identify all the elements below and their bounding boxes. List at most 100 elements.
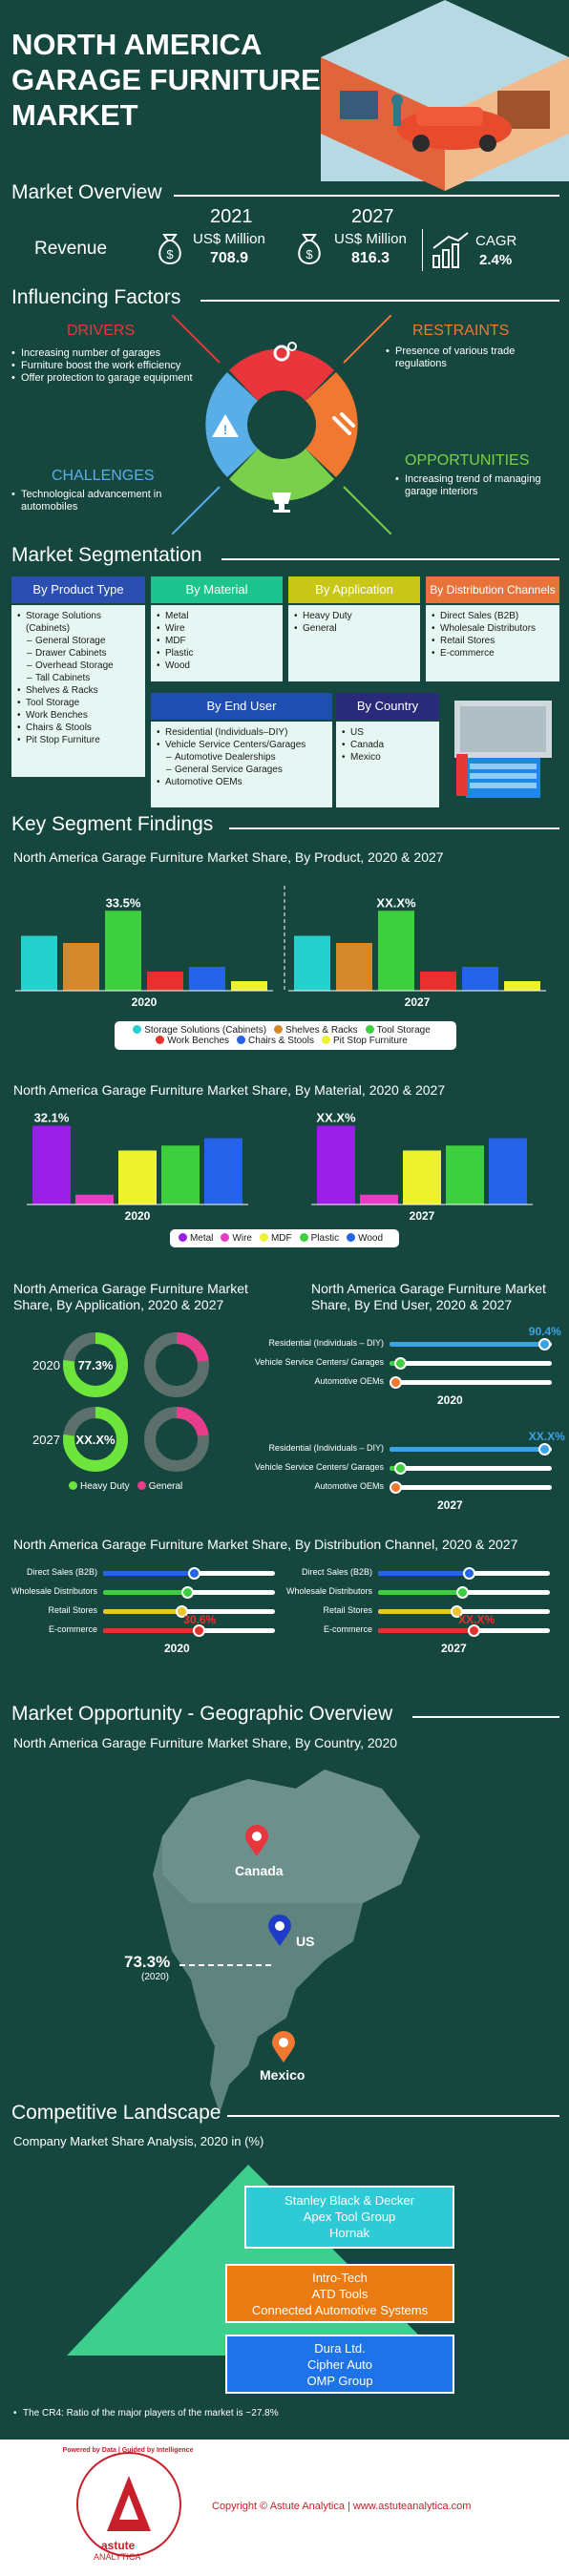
material-legend: Metal Wire MDF Plastic Wood [170, 1229, 399, 1247]
svg-text:$: $ [166, 247, 174, 262]
segment-item: Mexico [342, 751, 433, 764]
by-distribution-header: By Distribution Channels [426, 576, 559, 603]
money-bag-icon: $ [292, 229, 327, 267]
tool-cabinet-illustration [451, 697, 556, 802]
opportunities-list: Increasing trend of managing garage inte… [395, 473, 563, 498]
drivers-list: Increasing number of garages Furniture b… [11, 347, 193, 385]
legend-swatch [137, 1481, 146, 1490]
legend-item: General [137, 1481, 183, 1492]
slider-knob [463, 1567, 475, 1580]
product-chart-title: North America Garage Furniture Market Sh… [13, 849, 444, 865]
legend-item: MDF [260, 1233, 292, 1244]
mexico-label: Mexico [260, 2067, 305, 2083]
segment-item: Metal [157, 610, 277, 622]
legend-swatch [260, 1233, 268, 1242]
category-label: Wholesale Distributors [2, 1586, 97, 1596]
category-label: Retail Stores [2, 1605, 97, 1615]
value-2021: 708.9 [210, 250, 248, 267]
us-share-value: 73.3% [124, 1953, 170, 1972]
segment-item: Heavy Duty [294, 610, 414, 622]
legend-item: Storage Solutions (Cabinets) [133, 1025, 266, 1036]
data-label: XX.X% [75, 1433, 116, 1447]
segment-item: Wire [157, 622, 277, 635]
bar [161, 1145, 200, 1204]
legend-label: Work Benches [167, 1036, 229, 1046]
legend-label: Pit Stop Furniture [333, 1036, 408, 1046]
copyright[interactable]: Copyright © Astute Analytica | www.astut… [212, 2501, 471, 2512]
group-label: 2027 [437, 1498, 463, 1512]
slider-fill [103, 1571, 194, 1576]
slider-track [390, 1485, 552, 1490]
category-label: Residential (Individuals – DIY) [235, 1338, 384, 1348]
segment-item: Pit Stop Furniture [17, 734, 139, 746]
us-share-year: (2020) [141, 1972, 169, 1982]
page-title: NORTH AMERICA GARAGE FURNITURE MARKET [11, 27, 321, 133]
by-application-header: By Application [288, 576, 420, 603]
bar [489, 1139, 527, 1204]
svg-text:!: ! [223, 422, 228, 437]
segment-item: US [342, 726, 433, 739]
category-label: Residential (Individuals – DIY) [235, 1443, 384, 1453]
data-label: XX.X% [529, 1430, 565, 1443]
cr4-note: The CR4: Ratio of the major players of t… [13, 2407, 279, 2419]
tier2-companies: Intro-Tech ATD Tools Connected Automotiv… [225, 2264, 454, 2323]
slider-track [390, 1380, 552, 1385]
by-end-user-header: By End User [151, 693, 332, 720]
bar [75, 1195, 114, 1204]
legend-item: Tool Storage [366, 1025, 431, 1036]
legend-swatch [322, 1036, 330, 1044]
legend-swatch [274, 1025, 283, 1034]
cagr-value: 2.4% [479, 252, 512, 268]
segment-item: Wholesale Distributors [432, 622, 554, 635]
bar [462, 967, 498, 991]
group-label: 2027 [32, 1433, 60, 1447]
bar [231, 981, 267, 991]
canada-label: Canada [235, 1863, 284, 1878]
legend-item: Plastic [300, 1233, 339, 1244]
data-label: XX.X% [376, 895, 416, 910]
category-label: E-commerce [277, 1624, 372, 1634]
legend-label: MDF [271, 1233, 292, 1244]
legend-label: Storage Solutions (Cabinets) [144, 1025, 266, 1036]
cagr-label: CAGR [475, 233, 516, 249]
legend-item: Metal [179, 1233, 213, 1244]
by-distribution-list: Direct Sales (B2B)Wholesale Distributors… [426, 605, 559, 681]
legend-swatch [156, 1036, 164, 1044]
bar [63, 943, 99, 991]
slider-fill [378, 1609, 456, 1614]
divider [200, 300, 559, 302]
segment-item: Work Benches [17, 709, 139, 722]
slider-track [390, 1466, 552, 1471]
group-label: 2020 [125, 1209, 151, 1223]
category-label: Retail Stores [277, 1605, 372, 1615]
factors-wheel: ! [172, 315, 391, 534]
legend-item: Heavy Duty [69, 1481, 130, 1492]
segment-item: Retail Stores [432, 635, 554, 647]
segment-item: Canada [342, 739, 433, 751]
leader-line [179, 1964, 271, 1966]
key-findings-title: Key Segment Findings [11, 813, 213, 836]
slider-fill [378, 1628, 474, 1633]
market-overview-title: Market Overview [11, 181, 162, 204]
location-pin-icon [267, 1915, 292, 1947]
by-material-header: By Material [151, 576, 283, 603]
bar [118, 1150, 157, 1204]
legend-label: Heavy Duty [80, 1481, 130, 1492]
legend-label: Plastic [311, 1233, 339, 1244]
legend-item: Chairs & Stools [237, 1036, 314, 1046]
by-country-list: USCanadaMexico [336, 722, 439, 807]
legend-label: Shelves & Racks [285, 1025, 358, 1036]
challenges-title: CHALLENGES [52, 468, 155, 485]
segment-item: General [294, 622, 414, 635]
slider-fill [103, 1590, 187, 1595]
bar [360, 1195, 398, 1204]
challenges-list: Technological advancement in automobiles [11, 489, 183, 513]
slider-knob [181, 1586, 194, 1599]
legend-swatch [237, 1036, 245, 1044]
slider-fill [103, 1609, 181, 1614]
us-label: US [296, 1934, 314, 1949]
slider-knob [394, 1462, 407, 1475]
legend-swatch [300, 1233, 308, 1242]
legend-item: Shelves & Racks [274, 1025, 358, 1036]
tier3-companies: Dura Ltd. Cipher Auto OMP Group [225, 2335, 454, 2394]
